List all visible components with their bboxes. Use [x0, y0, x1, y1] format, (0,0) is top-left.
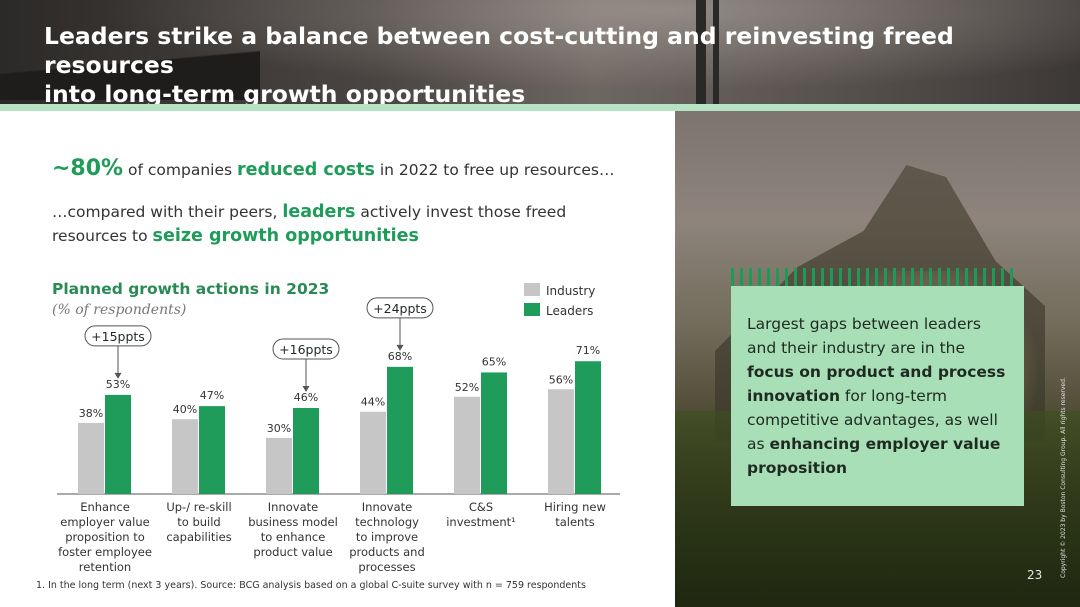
category-label: employer value: [60, 515, 149, 529]
bridge-tower-image: [713, 0, 719, 104]
callout-box: Largest gaps between leaders and their i…: [731, 286, 1024, 506]
gap-annotation-arrowhead: [396, 344, 404, 351]
data-label-leaders: 46%: [294, 391, 318, 404]
category-label: proposition to: [65, 530, 145, 544]
category-label: Innovate: [362, 500, 412, 514]
title-line-1: Leaders strike a balance between cost-cu…: [44, 22, 954, 79]
callout-bold: enhancing employer value proposition: [747, 435, 1001, 477]
header-banner: Leaders strike a balance between cost-cu…: [0, 0, 1080, 104]
intro-highlight: reduced costs: [237, 160, 375, 180]
data-label-industry: 40%: [173, 403, 197, 416]
data-label-industry: 30%: [267, 422, 291, 435]
bar-industry: [172, 419, 198, 494]
category-label: to enhance: [261, 530, 326, 544]
data-label-leaders: 53%: [106, 378, 130, 391]
legend-label-industry: Industry: [546, 284, 595, 298]
bar-leaders: [481, 372, 507, 494]
page-title: Leaders strike a balance between cost-cu…: [44, 22, 1064, 104]
category-label: investment¹: [446, 515, 516, 529]
category-label: Innovate: [268, 500, 318, 514]
category-label: technology: [355, 515, 419, 529]
intro-percentage: ~80%: [52, 156, 124, 181]
bar-industry: [360, 411, 386, 494]
page-number: 23: [1027, 568, 1043, 582]
callout-text: Largest gaps between leaders and their i…: [747, 315, 981, 357]
intro-line-2: …compared with their peers, leaders acti…: [52, 200, 612, 248]
category-label: foster employee: [58, 545, 152, 559]
intro-line-1: ~80% of companies reduced costs in 2022 …: [52, 156, 615, 181]
data-label-leaders: 47%: [200, 389, 224, 402]
category-label: talents: [555, 515, 595, 529]
bridge-deck-image: [0, 40, 260, 100]
footnote: 1. In the long term (next 3 years). Sour…: [36, 580, 586, 591]
category-label: Enhance: [80, 500, 130, 514]
category-label: to build: [177, 515, 220, 529]
data-label-industry: 52%: [455, 381, 479, 394]
intro-highlight: leaders: [282, 202, 356, 222]
data-label-industry: 38%: [79, 407, 103, 420]
data-label-leaders: 68%: [388, 350, 412, 363]
bar-industry: [548, 389, 574, 494]
category-label: C&S: [469, 500, 493, 514]
bar-leaders: [387, 366, 413, 494]
category-label: products and: [349, 545, 425, 559]
title-line-2: into long-term growth opportunities: [44, 80, 526, 104]
chart-title: Planned growth actions in 2023: [52, 280, 330, 298]
intro-text: actively invest those freed resources to: [52, 203, 567, 245]
bar-industry: [78, 422, 104, 494]
gap-annotation-label: +16ppts: [279, 342, 333, 357]
callout-bold: focus on product and process innovation: [747, 363, 1006, 405]
gap-annotation-label: +24ppts: [373, 301, 427, 316]
legend-label-leaders: Leaders: [546, 304, 593, 318]
category-label: business model: [248, 515, 338, 529]
data-label-leaders: 71%: [576, 344, 600, 357]
bar-leaders: [105, 394, 131, 494]
legend-swatch-leaders: [524, 303, 540, 316]
data-label-industry: 56%: [549, 373, 573, 386]
legend-swatch-industry: [524, 283, 540, 296]
bar-leaders: [575, 361, 601, 494]
category-label: retention: [79, 560, 131, 574]
category-label: product value: [253, 545, 332, 559]
bridge-tower-image: [696, 0, 706, 104]
data-label-industry: 44%: [361, 396, 385, 409]
bar-industry: [266, 437, 292, 494]
category-label: to improve: [356, 530, 418, 544]
intro-text: in 2022 to free up resources…: [374, 161, 615, 179]
gap-annotation-arrowhead: [114, 372, 122, 379]
gap-annotation-arrowhead: [302, 385, 310, 392]
intro-text: …compared with their peers,: [52, 203, 283, 221]
bar-industry: [454, 396, 480, 494]
data-label-leaders: 65%: [482, 355, 506, 368]
callout-stripe-decoration: [731, 268, 1018, 286]
header-divider: [0, 104, 1080, 111]
bar-leaders: [199, 406, 225, 494]
category-label: capabilities: [166, 530, 231, 544]
category-label: processes: [358, 560, 415, 574]
intro-text: of companies: [123, 161, 237, 179]
callout-text: for long-term competitive advantages, as…: [747, 387, 998, 453]
intro-highlight: seize growth opportunities: [152, 226, 419, 246]
category-label: Hiring new: [544, 500, 606, 514]
gap-annotation-label: +15ppts: [91, 329, 145, 344]
category-label: Up-/ re-skill: [166, 500, 231, 514]
bar-leaders: [293, 407, 319, 494]
chart-subtitle: (% of respondents): [52, 302, 187, 318]
